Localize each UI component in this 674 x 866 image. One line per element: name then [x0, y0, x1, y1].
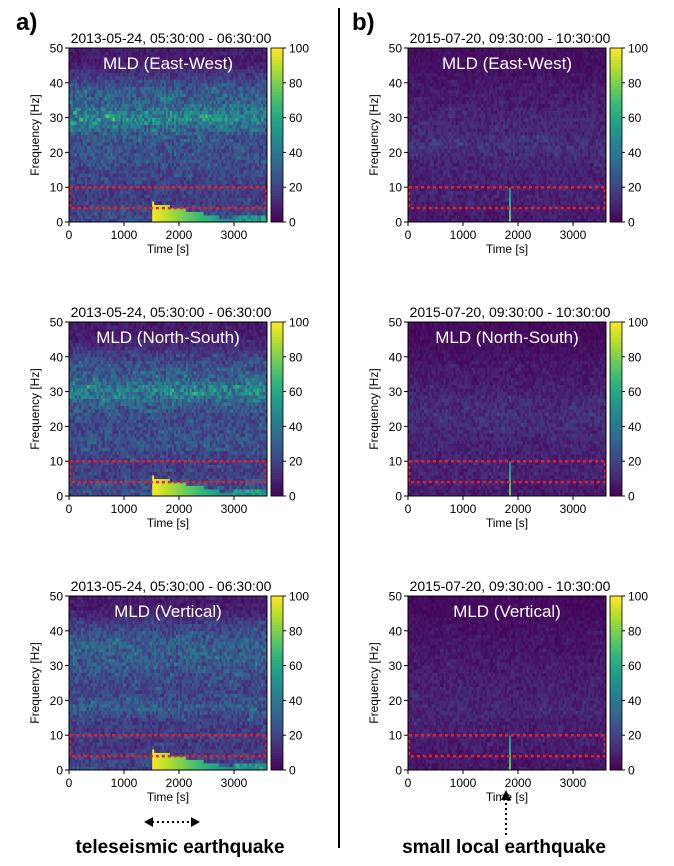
panel-label-a: a) [16, 9, 37, 36]
panel-label-b: b) [352, 9, 375, 36]
spectrogram-a-0: MLD (East-West)2013-05-24, 05:30:00 - 06… [28, 30, 309, 256]
heatmap-cells [69, 48, 267, 222]
figure-canvas: a) b) MLD (East-West)2013-05-24, 05:30:0… [0, 0, 674, 866]
